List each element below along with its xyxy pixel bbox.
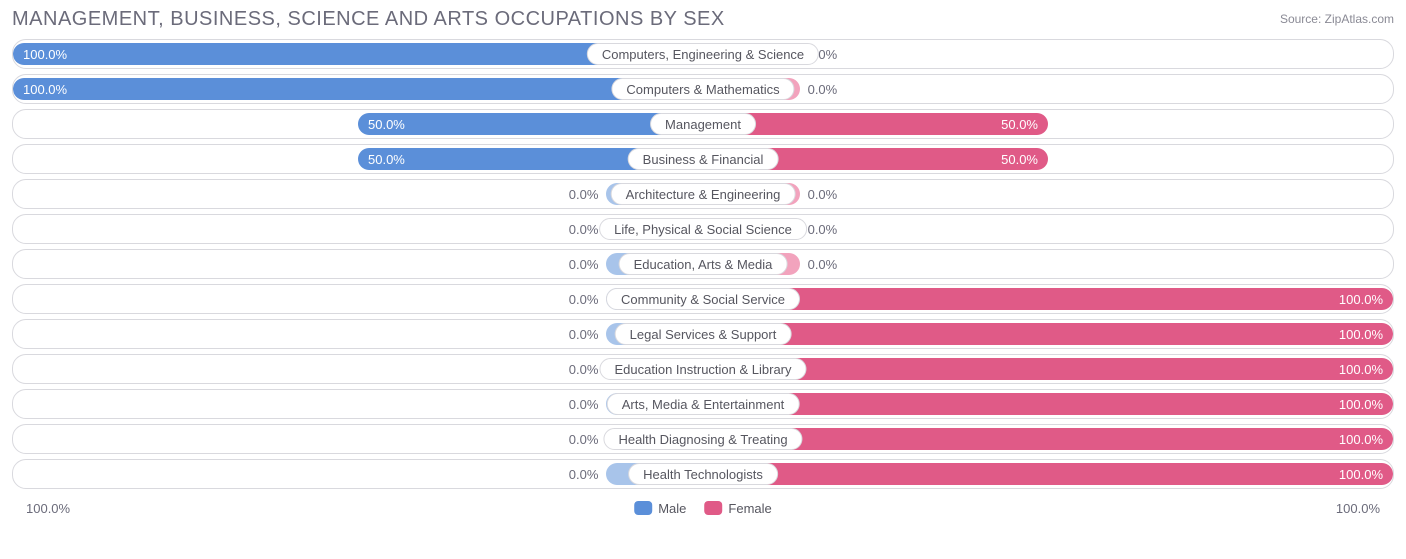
female-bar: 100.0% [703,463,1393,485]
legend-male: Male [634,501,686,516]
legend-swatch-male [634,501,652,515]
row-label: Community & Social Service [606,288,800,310]
female-pct: 0.0% [808,215,838,243]
female-bar: 100.0% [703,428,1393,450]
female-bar: 100.0% [703,358,1393,380]
row-label: Management [650,113,756,135]
chart-row: 0.0% 100.0% Health Diagnosing & Treating [12,424,1394,454]
female-pct: 0.0% [808,250,838,278]
row-label: Business & Financial [628,148,779,170]
female-pct: 100.0% [1339,327,1383,342]
female-pct: 100.0% [1339,397,1383,412]
male-pct: 100.0% [23,82,67,97]
chart-title: MANAGEMENT, BUSINESS, SCIENCE AND ARTS O… [12,8,725,31]
female-pct: 0.0% [808,180,838,208]
row-label: Computers & Mathematics [611,78,794,100]
legend-swatch-female [704,501,722,515]
chart-row: 0.0% 0.0% Architecture & Engineering [12,179,1394,209]
chart-source: Source: ZipAtlas.com [1280,8,1394,26]
male-pct: 0.0% [569,250,599,278]
male-pct: 0.0% [569,285,599,313]
female-pct: 50.0% [1001,117,1038,132]
chart-row: 0.0% 100.0% Arts, Media & Entertainment [12,389,1394,419]
legend-label-male: Male [658,501,686,516]
chart-header: MANAGEMENT, BUSINESS, SCIENCE AND ARTS O… [12,8,1394,31]
female-pct: 50.0% [1001,152,1038,167]
chart-footer: 100.0% Male Female 100.0% [12,497,1394,519]
legend-label-female: Female [728,501,771,516]
chart-row: 50.0% 50.0% Business & Financial [12,144,1394,174]
male-pct: 0.0% [569,180,599,208]
female-pct: 100.0% [1339,467,1383,482]
male-pct: 0.0% [569,215,599,243]
row-label: Arts, Media & Entertainment [607,393,800,415]
female-pct: 100.0% [1339,432,1383,447]
male-pct: 0.0% [569,320,599,348]
female-pct: 100.0% [1339,292,1383,307]
legend-female: Female [704,501,771,516]
axis-label-left: 100.0% [26,501,70,516]
chart-row: 0.0% 100.0% Education Instruction & Librar… [12,354,1394,384]
male-pct: 0.0% [569,425,599,453]
female-bar: 100.0% [703,393,1393,415]
male-pct: 0.0% [569,460,599,488]
chart-row: 50.0% 50.0% Management [12,109,1394,139]
male-pct: 50.0% [368,117,405,132]
chart-rows: 100.0% 0.0% Computers, Engineering & Scien… [12,39,1394,489]
row-label: Life, Physical & Social Science [599,218,807,240]
row-label: Education, Arts & Media [619,253,788,275]
legend: Male Female [634,501,772,516]
female-pct: 0.0% [808,75,838,103]
row-label: Computers, Engineering & Science [587,43,819,65]
row-label: Health Diagnosing & Treating [603,428,802,450]
female-pct: 100.0% [1339,362,1383,377]
chart-row: 0.0% 100.0% Community & Social Service [12,284,1394,314]
male-pct: 0.0% [569,390,599,418]
male-pct: 100.0% [23,47,67,62]
male-bar: 100.0% [13,78,703,100]
chart-row: 100.0% 0.0% Computers & Mathematics [12,74,1394,104]
chart-row: 0.0% 0.0%Life, Physical & Social Science [12,214,1394,244]
row-label: Health Technologists [628,463,778,485]
chart-row: 0.0% 100.0% Health Technologists [12,459,1394,489]
male-pct: 50.0% [368,152,405,167]
female-bar: 100.0% [703,323,1393,345]
axis-label-right: 100.0% [1336,501,1380,516]
chart-row: 0.0% 100.0% Legal Services & Support [12,319,1394,349]
row-label: Education Instruction & Library [599,358,806,380]
chart-row: 0.0% 0.0% Education, Arts & Media [12,249,1394,279]
male-pct: 0.0% [569,355,599,383]
occupation-by-sex-chart: MANAGEMENT, BUSINESS, SCIENCE AND ARTS O… [0,0,1406,559]
row-label: Architecture & Engineering [611,183,796,205]
row-label: Legal Services & Support [615,323,792,345]
chart-row: 100.0%0.0%Computers, Engineering & Scien… [12,39,1394,69]
female-bar: 100.0% [703,288,1393,310]
